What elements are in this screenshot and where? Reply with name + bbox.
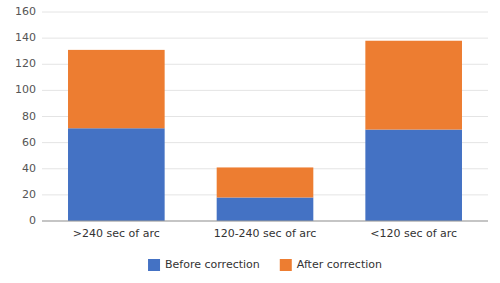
y-tick-label: 120 [15,57,36,70]
grid-line [42,221,488,222]
legend-item: Before correction [148,258,260,271]
grid-line [42,12,488,13]
chart: 0 20 40 60 80 100 120 140 160 >240 sec of arc 120-… [0,0,500,283]
x-tick-label: 120-240 sec of arc [214,227,317,240]
y-tick-label: 0 [29,214,36,227]
y-tick-label: 60 [22,136,36,149]
legend-label: Before correction [165,258,260,271]
y-tick-label: 80 [22,110,36,123]
grid-line [42,38,488,39]
legend-swatch [148,259,160,271]
y-tick-label: 100 [15,83,36,96]
bars [68,41,462,221]
legend-label: After correction [297,258,382,271]
y-tick-label: 20 [22,188,36,201]
y-tick-label: 40 [22,162,36,175]
x-axis [42,221,488,222]
y-tick-label: 140 [15,31,36,44]
bar [68,50,165,128]
bar [365,130,462,221]
x-tick-label: <120 sec of arc [370,227,457,240]
legend: Before correction After correction [148,258,382,271]
x-tick-label: >240 sec of arc [73,227,160,240]
bar [217,167,314,197]
y-tick-label: 160 [15,5,36,18]
legend-swatch [280,259,292,271]
legend-item: After correction [280,258,382,271]
bar [365,41,462,130]
grid [42,12,488,221]
bar [217,197,314,221]
bar [68,128,165,221]
